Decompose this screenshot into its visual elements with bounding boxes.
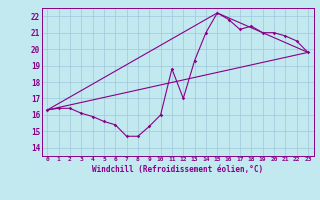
X-axis label: Windchill (Refroidissement éolien,°C): Windchill (Refroidissement éolien,°C) (92, 165, 263, 174)
